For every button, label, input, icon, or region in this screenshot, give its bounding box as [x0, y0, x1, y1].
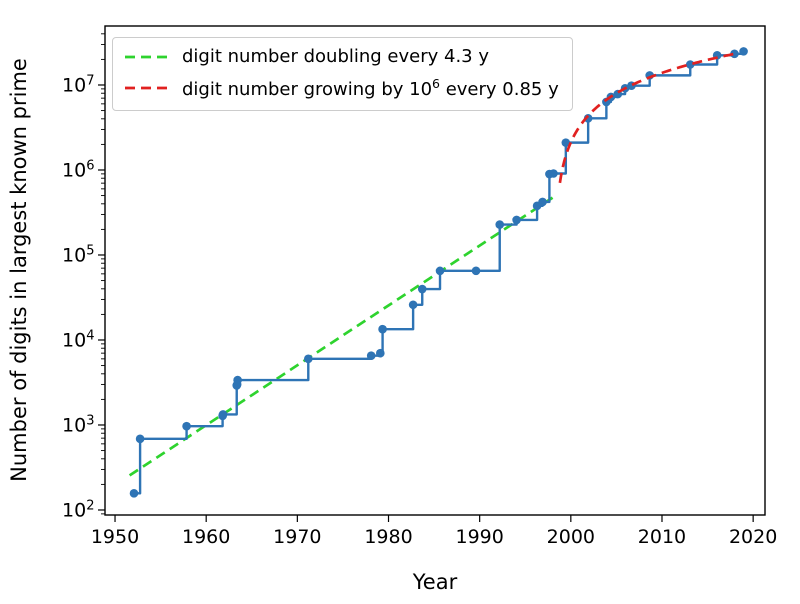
y-tick-label: 103: [62, 413, 94, 436]
y-tick-label: 104: [62, 328, 94, 351]
data-point-marker: [435, 266, 445, 276]
legend: digit number doubling every 4.3 y digit …: [112, 37, 573, 111]
linear-growth-fit-curve: [558, 52, 738, 184]
data-point-marker: [538, 197, 547, 207]
y-tick-label: 106: [62, 158, 94, 181]
data-point-marker: [512, 215, 521, 225]
legend-label-linear-growth-exponent: 6: [432, 75, 440, 91]
data-point-marker: [135, 434, 145, 444]
axes-frame: [104, 25, 766, 516]
legend-entry-doubling: digit number doubling every 4.3 y: [124, 46, 559, 69]
x-tick-label: 2010: [638, 526, 686, 548]
data-point-marker: [182, 421, 191, 431]
data-point-marker: [366, 351, 376, 361]
data-point-marker: [561, 138, 571, 147]
data-point-marker: [549, 169, 558, 178]
data-point-marker: [495, 220, 505, 229]
x-axis-label: Year: [412, 570, 458, 594]
x-tick-label: 1970: [273, 526, 321, 548]
y-tick-label: 107: [62, 73, 94, 96]
data-point-marker: [378, 324, 387, 334]
doubling-fit-line: [128, 194, 557, 477]
y-tick-label: 105: [62, 243, 94, 266]
legend-label-linear-growth-post: every 0.85 y: [439, 78, 559, 100]
data-point-marker: [303, 354, 313, 364]
data-point-marker: [417, 284, 427, 294]
y-tick-exponent: 7: [86, 73, 94, 88]
data-point-marker: [129, 489, 139, 498]
y-tick-exponent: 3: [86, 413, 94, 428]
x-tick-label: 1950: [91, 526, 139, 548]
y-tick-exponent: 4: [86, 328, 94, 343]
data-point-marker: [376, 348, 385, 358]
y-tick-label: 102: [62, 498, 94, 521]
x-tick-label: 1960: [182, 526, 230, 548]
legend-label-doubling: digit number doubling every 4.3 y: [182, 46, 490, 67]
legend-entry-linear-growth: digit number growing by 106 every 0.85 y: [124, 76, 559, 102]
legend-label-linear-growth-pre: digit number growing by 10: [182, 78, 433, 100]
green-dashed-line-sample: [125, 55, 169, 59]
legend-label-linear-growth: digit number growing by 106 every 0.85 y: [182, 76, 559, 102]
data-point-marker: [730, 49, 739, 59]
data-point-marker: [408, 300, 418, 310]
data-point-marker: [233, 375, 242, 385]
y-axis-label: Number of digits in largest known prime: [7, 58, 31, 482]
x-tick-label: 2000: [547, 526, 595, 548]
x-tick-label: 1980: [364, 526, 412, 548]
x-tick-label: 1990: [455, 526, 503, 548]
y-tick-exponent: 6: [86, 158, 94, 173]
x-tick-label: 2020: [729, 526, 777, 548]
red-dashed-line-sample: [125, 86, 169, 90]
data-point-marker: [739, 47, 748, 56]
data-point-marker: [471, 266, 481, 276]
y-tick-exponent: 2: [86, 498, 94, 513]
data-point-marker: [218, 410, 228, 419]
y-tick-exponent: 5: [86, 243, 94, 258]
